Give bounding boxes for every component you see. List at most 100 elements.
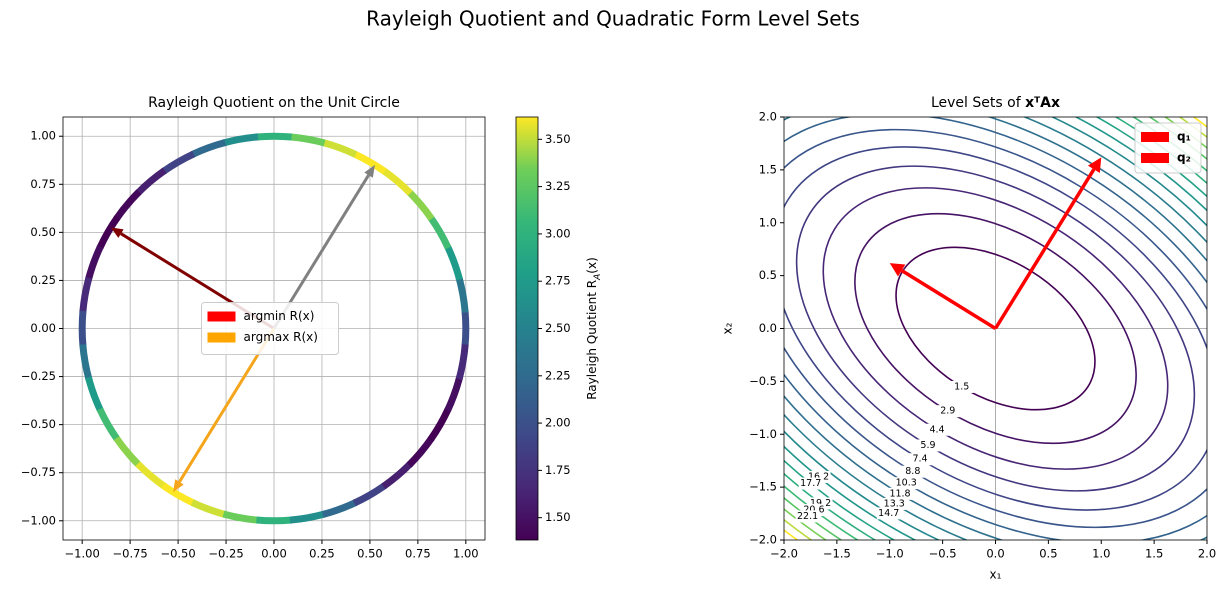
colorbar-tick-label: 1.75 bbox=[545, 463, 571, 477]
x-tick-label: −0.5 bbox=[929, 547, 957, 561]
contour-label-bg bbox=[894, 477, 919, 490]
scatter-point bbox=[256, 516, 292, 525]
contour-labels: 1.5 2.9 4.4 5.9 7.48.810.311.813.314.7 16.217… bbox=[795, 380, 974, 523]
contour-label-bg bbox=[915, 439, 940, 452]
contour-label-bg bbox=[908, 453, 933, 466]
x-tick-label: 0.25 bbox=[309, 547, 335, 561]
x-tick-label: 1.5 bbox=[1145, 547, 1163, 561]
colorbar-label-part: (x) bbox=[585, 257, 599, 273]
axes-frame bbox=[783, 116, 1208, 541]
scatter-point bbox=[461, 310, 470, 347]
legend-label: q₂ bbox=[1177, 151, 1191, 165]
colorbar-tick-label: 3.00 bbox=[545, 226, 571, 240]
y-tick-label: 0.50 bbox=[30, 225, 56, 239]
contour-label: 19.2 bbox=[810, 498, 831, 509]
colorbar-tick-label: 2.50 bbox=[545, 321, 571, 335]
arrow-head bbox=[110, 227, 124, 238]
colorbar-label: Rayleigh Quotient RA(x) bbox=[585, 257, 603, 400]
legend-swatch bbox=[1141, 153, 1169, 163]
x-tick-label: 2.0 bbox=[1198, 547, 1216, 561]
contour-label: 22.1 bbox=[797, 511, 818, 522]
x-tick-label: 0.0 bbox=[986, 547, 1004, 561]
colorbar-tick-label: 1.50 bbox=[545, 510, 571, 524]
colorbar bbox=[515, 116, 539, 541]
y-tick-label: 0.00 bbox=[30, 321, 56, 335]
contour-label-bg bbox=[882, 497, 907, 510]
arrow-head bbox=[364, 164, 375, 178]
scatter-point bbox=[78, 310, 87, 347]
contour-label: 4.4 bbox=[929, 424, 944, 435]
x-tick-label: 0.75 bbox=[405, 547, 431, 561]
colorbar-tick-label: 2.75 bbox=[545, 274, 571, 288]
colorbar-tick-label: 2.00 bbox=[545, 416, 571, 430]
contour-label-bg bbox=[798, 477, 823, 490]
y-tick-label: 1.00 bbox=[30, 129, 56, 143]
contour-label: 1.5 bbox=[954, 381, 969, 392]
y-tick-label: 0.25 bbox=[30, 273, 56, 287]
y-tick-label: −2.0 bbox=[749, 533, 777, 547]
x-tick-label: −1.00 bbox=[65, 547, 100, 561]
y-axis-label: x₂ bbox=[721, 322, 735, 334]
y-tick-label: 0.0 bbox=[759, 321, 777, 335]
y-tick-label: 0.75 bbox=[30, 177, 56, 191]
y-tick-label: 0.5 bbox=[759, 268, 777, 282]
y-tick-label: −1.0 bbox=[749, 427, 777, 441]
legend-swatch bbox=[207, 311, 236, 322]
axes-title-part: Level Sets of bbox=[931, 95, 1025, 111]
y-tick-label: 2.0 bbox=[759, 110, 777, 124]
y-tick-label: −1.00 bbox=[21, 513, 56, 527]
legend-label: argmin R(x) bbox=[244, 309, 315, 323]
x-axis-label: x₁ bbox=[990, 568, 1002, 582]
contour-label-bg bbox=[888, 487, 913, 500]
legend-swatch bbox=[207, 332, 236, 343]
colorbar-label-part: A bbox=[593, 274, 603, 281]
colorbar-tick-label: 2.25 bbox=[545, 368, 571, 382]
contour-label: 8.8 bbox=[905, 466, 920, 477]
contour-label: 14.7 bbox=[878, 508, 899, 519]
x-tick-label: 1.0 bbox=[1092, 547, 1110, 561]
x-tick-label: −2.0 bbox=[770, 547, 798, 561]
x-tick-label: 1.00 bbox=[453, 547, 479, 561]
x-tick-label: −1.0 bbox=[876, 547, 904, 561]
axes-frame bbox=[62, 116, 486, 541]
contour-label: 2.9 bbox=[940, 406, 955, 417]
contour-label: 17.7 bbox=[800, 478, 821, 489]
contour-label-bg bbox=[801, 504, 826, 517]
axes-title: Rayleigh Quotient on the Unit Circle bbox=[148, 95, 400, 111]
contour-label-bg bbox=[935, 405, 960, 418]
y-tick-label: 1.5 bbox=[759, 162, 777, 176]
contour-label: 13.3 bbox=[884, 498, 905, 509]
y-tick-label: −0.25 bbox=[21, 369, 56, 383]
axes-title: Level Sets of xᵀAx bbox=[931, 95, 1060, 111]
x-tick-label: −0.50 bbox=[160, 547, 195, 561]
arrow-head bbox=[1087, 157, 1102, 173]
arrow bbox=[994, 157, 1102, 330]
legend-label: q₁ bbox=[1177, 130, 1191, 144]
figure-title: Rayleigh Quotient and Quadratic Form Lev… bbox=[366, 7, 860, 31]
colorbar-tick-label: 3.25 bbox=[545, 179, 571, 193]
legend-box bbox=[1134, 122, 1202, 174]
contour-label: 20.6 bbox=[803, 505, 824, 516]
contour-label-bg bbox=[900, 465, 925, 478]
axes-title-part: xᵀAx bbox=[1025, 95, 1060, 111]
scatter-point bbox=[256, 132, 292, 141]
y-tick-label: −0.75 bbox=[21, 465, 56, 479]
arrow-head bbox=[173, 479, 184, 493]
y-tick-label: −0.5 bbox=[749, 374, 777, 388]
arrow-shaft bbox=[900, 269, 997, 330]
contour-label-bg bbox=[925, 423, 950, 436]
x-tick-label: −0.75 bbox=[113, 547, 148, 561]
colorbar-label-part: Rayleigh Quotient R bbox=[585, 280, 599, 400]
contour-line bbox=[784, 117, 1207, 540]
y-tick-label: −0.50 bbox=[21, 417, 56, 431]
x-tick-label: 0.5 bbox=[1039, 547, 1057, 561]
contour-label-bg bbox=[876, 507, 901, 520]
arrow bbox=[889, 263, 997, 330]
contour-label-bg bbox=[795, 510, 820, 523]
contour-label-bg bbox=[949, 380, 974, 393]
y-tick-label: 1.0 bbox=[759, 215, 777, 229]
legend-label: argmax R(x) bbox=[244, 330, 318, 344]
x-tick-label: 0.00 bbox=[261, 547, 287, 561]
